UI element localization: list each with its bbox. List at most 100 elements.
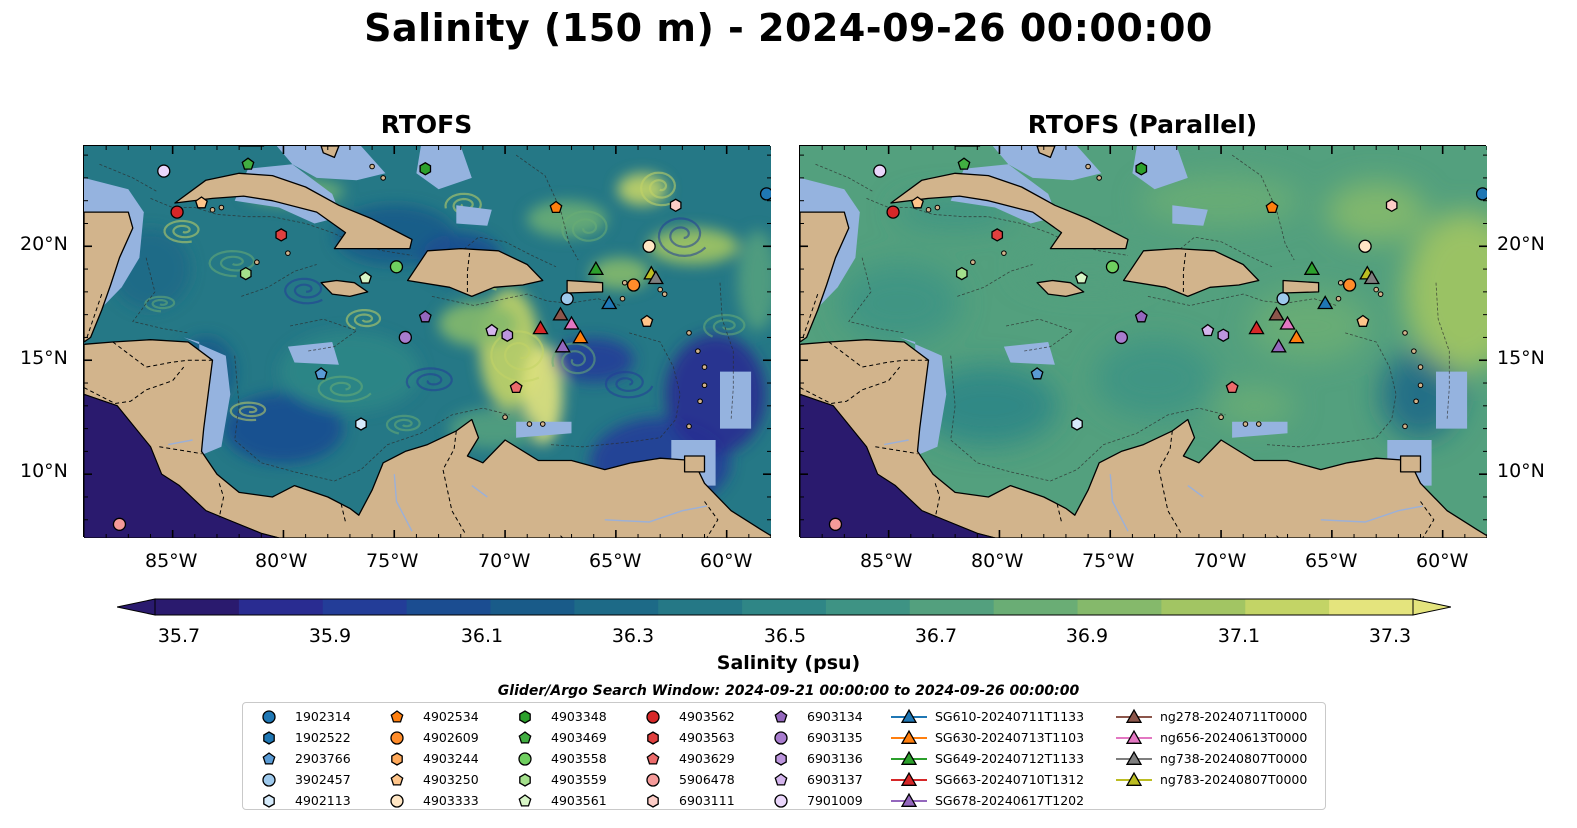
marker-ng738-20240807t0000 — [647, 270, 664, 285]
legend-label: 6903136 — [807, 751, 863, 766]
triangle-marker-icon — [1116, 750, 1152, 765]
colorbar-tick: 36.5 — [763, 625, 807, 647]
legend-marker — [1125, 771, 1143, 786]
legend-marker — [900, 771, 918, 786]
pentagon-marker-icon — [518, 731, 532, 744]
marker-5906478 — [828, 517, 843, 531]
legend-marker — [646, 773, 660, 787]
legend-marker — [262, 752, 276, 765]
marker-4903250 — [1356, 314, 1370, 327]
search-window-caption: Glider/Argo Search Window: 2024-09-21 00… — [497, 683, 1080, 699]
legend-label: SG663-20240710T1312 — [935, 772, 1085, 787]
legend-marker — [390, 731, 404, 745]
legend-marker — [262, 773, 276, 787]
legend-label: 6903135 — [807, 730, 863, 745]
rivers — [168, 439, 707, 532]
circle-marker-icon — [518, 752, 532, 766]
legend-label: ng738-20240807T0000 — [1160, 751, 1308, 766]
marker-ng278-20240711t0000 — [552, 306, 569, 321]
marker-6903137 — [1201, 323, 1215, 337]
legend-marker — [519, 710, 531, 724]
axis-ticks — [84, 146, 771, 538]
lon-tick-80w: 80°W — [255, 550, 308, 572]
legend-marker — [900, 792, 918, 807]
legend-marker — [1125, 708, 1143, 723]
legend-label: ng783-20240807T0000 — [1160, 772, 1308, 787]
legend-label: 4903469 — [551, 730, 607, 745]
hexagon-marker-icon — [775, 752, 787, 766]
pentagon-marker-icon — [262, 752, 276, 765]
marker-sg630-20240713t1103 — [572, 329, 589, 344]
marker-6903135 — [1114, 330, 1128, 345]
lon-tick-60w: 60°W — [700, 550, 753, 572]
colorbar-segment — [1161, 599, 1246, 615]
observation-markers — [828, 157, 1487, 531]
legend-marker — [518, 752, 532, 766]
marker-ng656-20240613t0000 — [563, 315, 580, 330]
marker-4902534 — [549, 200, 563, 214]
panel-title-rtofs-parallel: RTOFS (Parallel) — [1027, 110, 1258, 139]
legend-marker — [647, 731, 659, 745]
colorbar-segment — [909, 599, 995, 615]
marker-6903111 — [1385, 198, 1398, 213]
legend-label: 4903250 — [423, 772, 479, 787]
triangle-marker-icon — [1116, 729, 1152, 744]
colorbar-segment — [155, 599, 240, 615]
circle-marker-icon — [646, 773, 660, 787]
marker-2903766 — [1030, 367, 1044, 380]
legend-marker — [390, 710, 404, 723]
marker-4903250 — [910, 196, 924, 209]
map-canvas — [800, 146, 1487, 538]
colorbar — [117, 598, 1451, 616]
marker-4903562 — [170, 205, 184, 219]
country-borders — [800, 253, 1435, 538]
map-panel-rtofs-parallel — [799, 145, 1487, 538]
legend-label: ng278-20240711T0000 — [1160, 709, 1308, 724]
triangle-marker-icon — [891, 792, 927, 807]
colorbar-segment — [825, 599, 911, 615]
marker-ng656-20240613t0000 — [1279, 315, 1296, 330]
marker-4902113 — [355, 417, 367, 431]
marker-4903348 — [419, 162, 432, 176]
colorbar-segment — [993, 599, 1079, 615]
marker-3902457 — [560, 292, 574, 306]
lon-tick-65w: 65°W — [589, 550, 642, 572]
hexagon-marker-icon — [263, 731, 275, 745]
map-panel-rtofs — [83, 145, 771, 538]
circle-marker-icon — [774, 731, 788, 745]
country-borders — [84, 253, 719, 538]
legend-label: ng656-20240613T0000 — [1160, 730, 1308, 745]
legend-label: 7901009 — [807, 793, 863, 808]
marker-sg630-20240713t1103 — [1288, 329, 1305, 344]
legend-label: 1902522 — [295, 730, 351, 745]
colorbar-extend-max — [1412, 598, 1451, 616]
legend-marker — [390, 794, 404, 808]
marker-5906478 — [112, 517, 127, 531]
legend-marker — [646, 710, 660, 724]
legend-marker — [646, 752, 660, 765]
legend-label: 6903137 — [807, 772, 863, 787]
legend-marker — [262, 710, 276, 724]
marker-4902113 — [1071, 417, 1083, 431]
colorbar-tick: 36.1 — [460, 625, 504, 647]
triangle-marker-icon — [891, 729, 927, 744]
lon-tick-75w: 75°W — [366, 550, 419, 572]
marker-6903111 — [669, 198, 682, 213]
marker-6903137 — [485, 323, 499, 337]
legend-label: 4903562 — [679, 709, 735, 724]
marker-4903559 — [955, 266, 968, 281]
legend-label: 4902609 — [423, 730, 479, 745]
lat-tick-right-15n: 15°N — [1497, 347, 1545, 369]
marker-4902534 — [1265, 200, 1279, 214]
lon-tick-85w: 85°W — [860, 550, 913, 572]
lat-tick-left-20n: 20°N — [20, 233, 68, 255]
colorbar-segment — [1329, 599, 1414, 615]
lat-tick-left-10n: 10°N — [20, 460, 68, 482]
colorbar-segment — [322, 599, 408, 615]
legend-marker — [900, 708, 918, 723]
legend-label: 4903348 — [551, 709, 607, 724]
colorbar-tick: 37.1 — [1217, 625, 1261, 647]
landmass — [84, 146, 771, 538]
legend-label: SG678-20240617T1202 — [935, 793, 1085, 808]
legend-label: 1902314 — [295, 709, 351, 724]
